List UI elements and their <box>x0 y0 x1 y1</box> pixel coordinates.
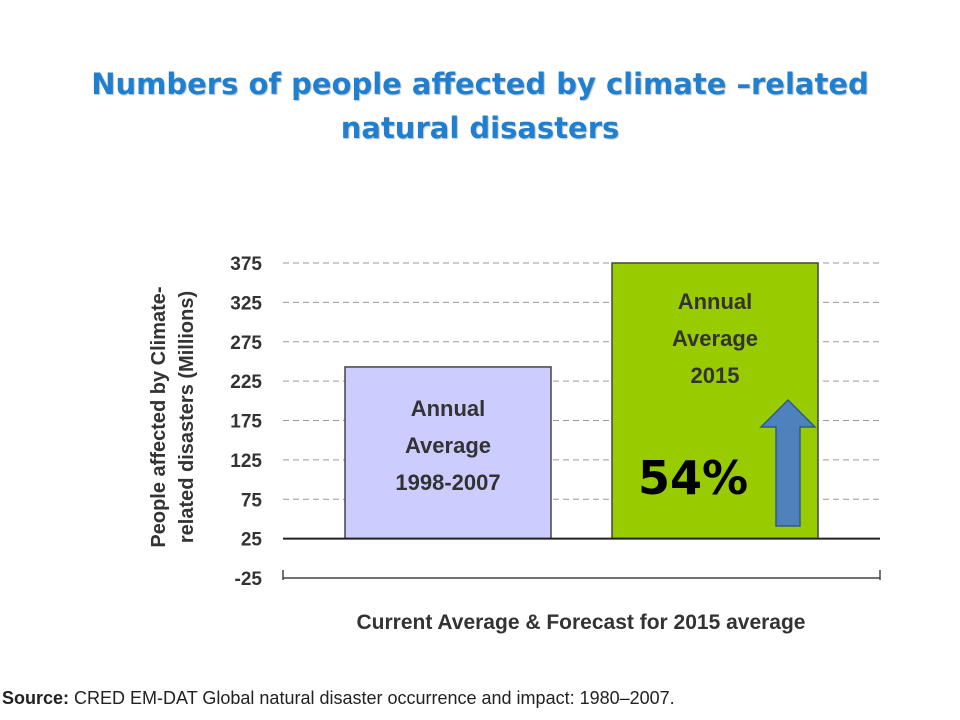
y-tick-label: 25 <box>241 530 263 551</box>
slide-title-line-2: natural disasters <box>340 111 620 145</box>
y-axis-label-line: People affected by Climate- <box>148 286 170 547</box>
y-tick-label: 175 <box>230 412 262 433</box>
bar-label: Average <box>405 433 491 458</box>
y-tick-label: 375 <box>230 254 262 275</box>
bar-label: Annual <box>678 289 753 314</box>
y-tick-label: 325 <box>230 293 262 314</box>
percent-annotation: 54% <box>638 451 748 505</box>
bar-label: 2015 <box>691 363 740 388</box>
slide-title: Numbers of people affected by climate –r… <box>40 62 920 150</box>
y-tick-label: 225 <box>230 372 262 393</box>
bar-label: 1998-2007 <box>395 470 500 495</box>
slide-title-line-1: Numbers of people affected by climate –r… <box>91 67 869 101</box>
source-text: CRED EM-DAT Global natural disaster occu… <box>74 688 675 708</box>
source-note: Source: CRED EM-DAT Global natural disas… <box>2 688 675 709</box>
source-label: Source: <box>2 688 70 708</box>
bar-label: Annual <box>411 396 486 421</box>
y-tick-label: 275 <box>230 333 262 354</box>
y-tick-label: -25 <box>235 569 263 590</box>
up-arrow-icon <box>759 398 817 527</box>
y-tick-label: 75 <box>241 490 263 511</box>
bar-label: Average <box>672 326 758 351</box>
y-axis-label: People affected by Climate-related disas… <box>148 286 198 547</box>
x-axis-label: Current Average & Forecast for 2015 aver… <box>357 611 806 634</box>
y-tick-label: 125 <box>230 451 262 472</box>
y-axis-label-line: related disasters (Millions) <box>176 291 198 543</box>
